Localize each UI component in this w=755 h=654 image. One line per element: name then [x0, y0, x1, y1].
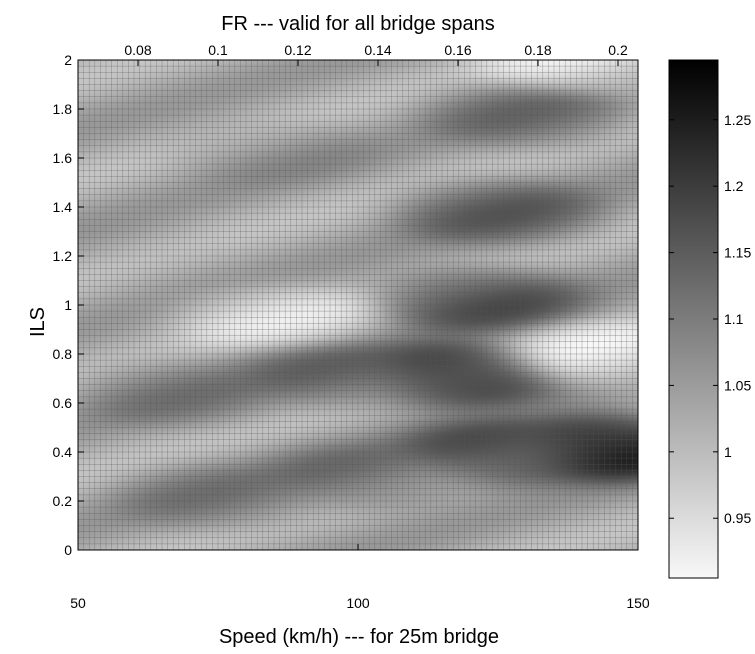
top-tick-label: 0.16 — [444, 42, 471, 58]
y-tick-label: 0.6 — [53, 395, 73, 411]
y-tick-label: 0.8 — [53, 346, 73, 362]
mesh-grid — [78, 60, 638, 550]
colorbar-tick-label: 1.2 — [724, 178, 744, 194]
top-tick-label: 0.08 — [124, 42, 151, 58]
y-tick-label: 1.2 — [53, 248, 73, 264]
y-tick-label: 2 — [64, 52, 72, 68]
y-tick-label: 1 — [64, 297, 72, 313]
colorbar-tick-label: 1.1 — [724, 311, 744, 327]
x-tick-label: 150 — [626, 595, 650, 611]
x-tick-label: 100 — [346, 595, 370, 611]
colorbar-tick-label: 1 — [724, 444, 732, 460]
y-tick-label: 0.4 — [53, 444, 73, 460]
top-tick-label: 0.1 — [208, 42, 228, 58]
colorbar-tick-label: 1.15 — [724, 245, 751, 261]
axes: 0 0.2 0.4 0.6 0.8 1 1.2 1.4 1.6 1.8 2 50 100 150 0.08 0… — [53, 42, 650, 611]
colorbar-gradient — [668, 59, 719, 579]
y-tick-label: 0 — [64, 542, 72, 558]
grid-lines — [78, 60, 638, 550]
top-tick-label: 0.14 — [364, 42, 391, 58]
y-tick-label: 1.6 — [53, 150, 73, 166]
chart-title: FR --- valid for all bridge spans — [221, 13, 494, 35]
colorbar-tick-label: 0.95 — [724, 510, 751, 526]
top-tick-label: 0.2 — [608, 42, 628, 58]
top-tick-label: 0.18 — [524, 42, 551, 58]
y-tick-label: 1.8 — [53, 101, 73, 117]
x-axis-title: Speed (km/h) --- for 25m bridge — [219, 626, 499, 648]
top-tick-label: 0.12 — [284, 42, 311, 58]
y-tick-label: 0.2 — [53, 493, 73, 509]
colorbar-tick-label: 1.25 — [724, 112, 751, 128]
colorbar-tick-label: 1.05 — [724, 377, 751, 393]
y-tick-label: 1.4 — [53, 199, 73, 215]
colorbar: 0.95 1 1.05 1.1 1.15 1.2 1.25 — [668, 59, 751, 579]
x-tick-label: 50 — [70, 595, 86, 611]
y-axis-title: ILS — [27, 307, 49, 337]
